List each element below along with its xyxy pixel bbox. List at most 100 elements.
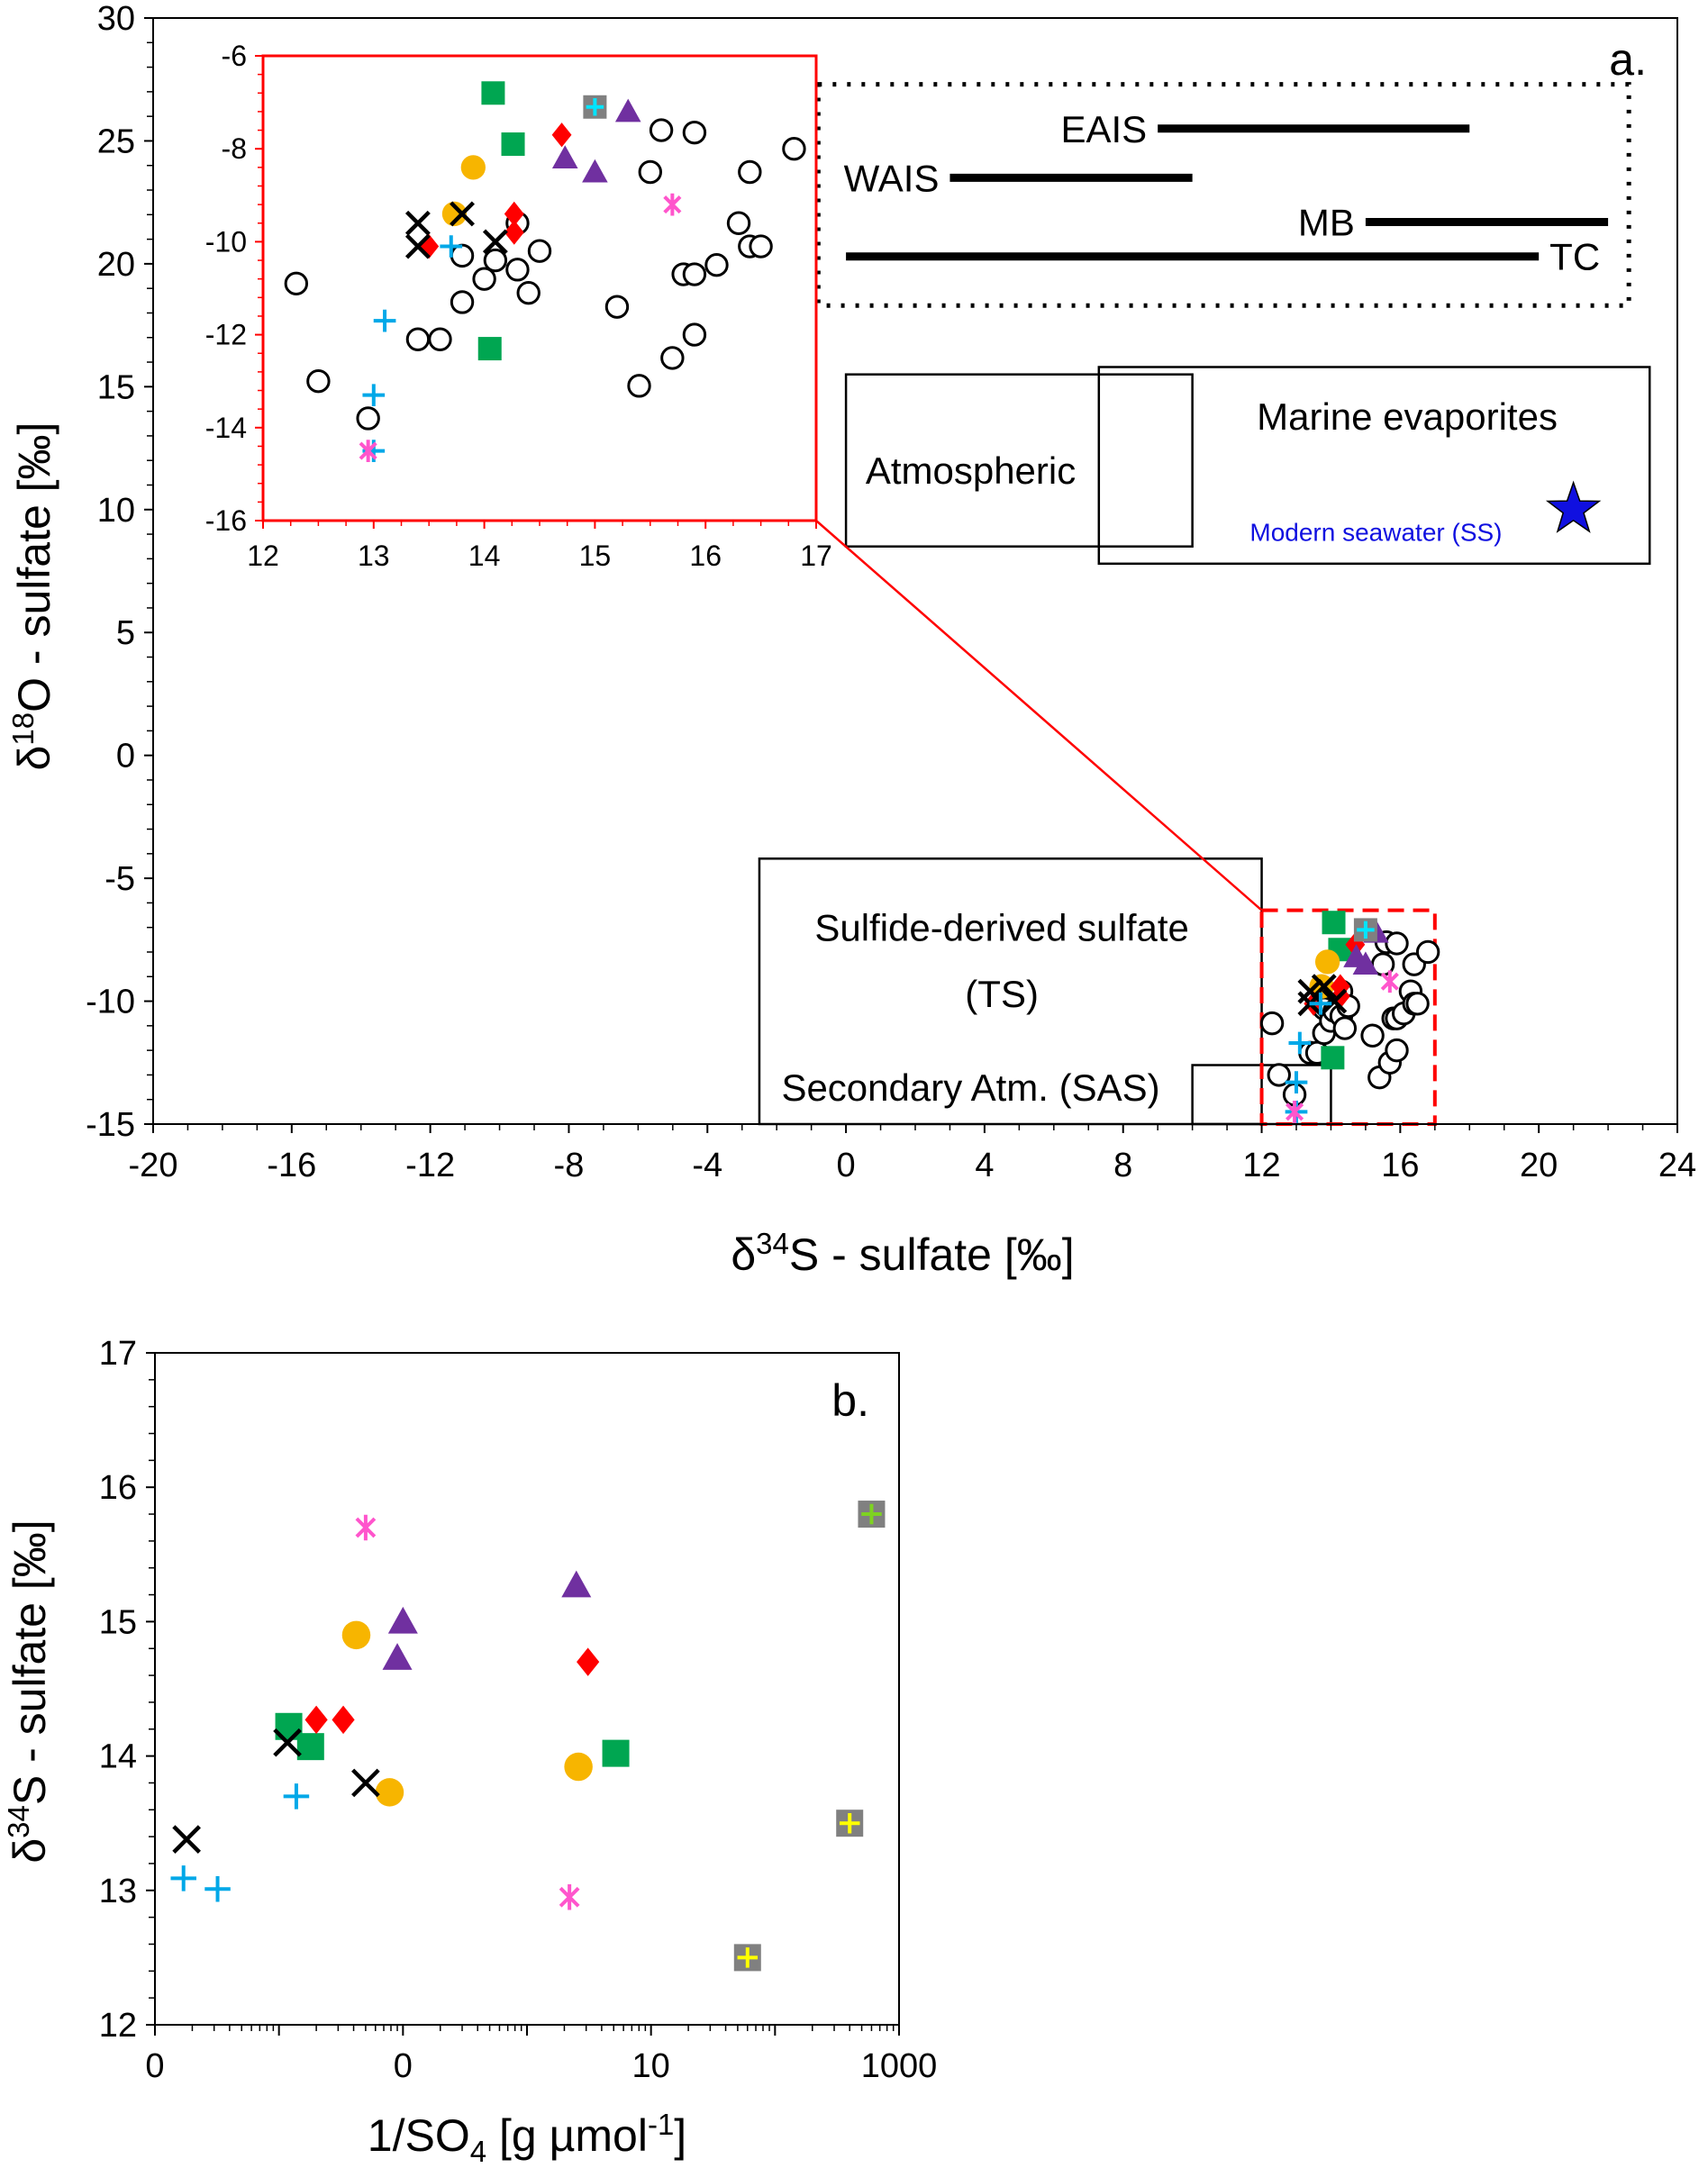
data-point bbox=[450, 243, 475, 268]
data-point bbox=[1357, 921, 1375, 939]
data-point bbox=[441, 201, 468, 227]
panel-a-x-axis-title: δ34S - sulfate [‰] bbox=[731, 1227, 1074, 1280]
panel-a: Atmospheric Marine evaporites Sulfide-deri… bbox=[6, 0, 1696, 1280]
region-label-marine-evaporites: Marine evaporites bbox=[1257, 395, 1558, 438]
data-point bbox=[341, 1620, 371, 1650]
data-point bbox=[861, 1503, 882, 1525]
x-tick-label: -4 bbox=[692, 1147, 722, 1184]
data-point bbox=[660, 346, 685, 370]
data-point bbox=[450, 201, 475, 227]
data-point bbox=[704, 253, 729, 277]
data-point bbox=[1385, 1038, 1409, 1063]
data-point bbox=[527, 239, 552, 263]
data-point bbox=[564, 1752, 593, 1782]
y-tick-label: 16 bbox=[99, 1469, 137, 1507]
data-point bbox=[1380, 970, 1399, 993]
data-point bbox=[682, 322, 707, 347]
data-point bbox=[351, 1768, 380, 1798]
data-point bbox=[1321, 1046, 1345, 1070]
data-point bbox=[481, 81, 505, 105]
data-point bbox=[738, 159, 762, 185]
panel-a-regions: Atmospheric Marine evaporites Sulfide-deri… bbox=[758, 82, 1651, 1126]
inset-y-tick-label: -12 bbox=[205, 319, 247, 351]
y-tick-label: 10 bbox=[97, 492, 135, 530]
inset-x-tick-label: 15 bbox=[579, 540, 612, 572]
data-point bbox=[682, 120, 707, 145]
panel-b-axes: 0 0 10 1000 12 13 14 15 16 17 bbox=[99, 1335, 938, 2085]
range-label-wais: WAIS bbox=[844, 157, 940, 199]
data-point bbox=[362, 384, 386, 407]
data-point bbox=[1285, 1071, 1308, 1093]
data-point bbox=[516, 280, 541, 305]
inset-background bbox=[263, 56, 816, 521]
data-point bbox=[373, 309, 396, 332]
data-point bbox=[204, 1876, 231, 1902]
data-point bbox=[782, 137, 806, 161]
data-point bbox=[627, 374, 651, 398]
data-point bbox=[304, 1705, 328, 1735]
panel-b: 0 0 10 1000 12 13 14 15 16 17 b. 1/SO4 [g µmol-1]… bbox=[2, 1335, 937, 2168]
panel-b-y-axis-title: δ34S - sulfate [‰] bbox=[2, 1519, 55, 1863]
data-point bbox=[283, 1783, 310, 1810]
data-point bbox=[602, 1739, 630, 1767]
y-tick-label: 30 bbox=[97, 0, 135, 38]
panel-b-frame bbox=[154, 1352, 900, 2026]
data-point bbox=[663, 193, 682, 216]
data-point bbox=[273, 1728, 302, 1757]
data-point bbox=[483, 248, 508, 273]
data-point bbox=[737, 1947, 759, 1968]
inset-y-tick-label: -10 bbox=[205, 225, 247, 258]
data-point bbox=[296, 1733, 324, 1761]
data-point bbox=[1322, 988, 1348, 1014]
inset-y-tick-label: -14 bbox=[205, 412, 247, 444]
data-point bbox=[1385, 931, 1409, 956]
y-tick-label: 13 bbox=[99, 1873, 137, 1910]
data-point bbox=[419, 233, 440, 259]
inset-plot: 12 13 14 15 16 17 -16 -14 -12 -10 -8 -6 bbox=[205, 40, 832, 572]
y-tick-label: 17 bbox=[99, 1335, 137, 1373]
x-tick-label: 0 bbox=[837, 1147, 856, 1184]
data-point bbox=[332, 1705, 355, 1735]
x-tick-label: 12 bbox=[1242, 1147, 1280, 1184]
data-point bbox=[726, 211, 751, 235]
data-point bbox=[460, 155, 486, 180]
inset-y-tick-label: -6 bbox=[222, 40, 247, 72]
y-tick-label: 15 bbox=[99, 1603, 137, 1641]
x-tick-label: -12 bbox=[405, 1147, 455, 1184]
data-point bbox=[1360, 1023, 1385, 1048]
data-point bbox=[356, 406, 380, 431]
data-point bbox=[649, 118, 674, 142]
panel-a-axes: -20 -16 -12 -8 -4 0 4 8 12 16 20 24 -15 -10 -5 0 5 10 15 20… bbox=[86, 0, 1696, 1184]
x-tick-label: 0 bbox=[145, 2047, 164, 2085]
zoom-connector-line bbox=[815, 520, 1263, 912]
data-point bbox=[1286, 1101, 1304, 1123]
data-point bbox=[504, 220, 524, 245]
data-point bbox=[359, 440, 377, 462]
data-point bbox=[477, 337, 502, 361]
data-point bbox=[404, 233, 431, 259]
inset-x-tick-label: 17 bbox=[800, 540, 832, 572]
data-point bbox=[501, 132, 525, 157]
data-point bbox=[604, 295, 630, 319]
data-point bbox=[387, 1606, 418, 1634]
data-point bbox=[582, 159, 608, 183]
x-tick-label: -16 bbox=[267, 1147, 316, 1184]
y-tick-label: 0 bbox=[116, 738, 135, 776]
data-point bbox=[404, 210, 431, 236]
region-box bbox=[1097, 366, 1651, 566]
data-point bbox=[1311, 974, 1337, 1000]
data-point bbox=[505, 258, 530, 282]
region-label-sulfide-derived: Sulfide-derived sulfate bbox=[814, 906, 1189, 948]
data-point bbox=[375, 1778, 404, 1807]
data-point bbox=[355, 1514, 377, 1541]
inset-x-tick-label: 16 bbox=[689, 540, 722, 572]
data-point bbox=[551, 122, 572, 148]
data-point bbox=[170, 1865, 196, 1891]
data-point bbox=[450, 290, 475, 314]
panel-b-points bbox=[170, 1501, 886, 1972]
data-point bbox=[382, 1643, 413, 1670]
data-point bbox=[472, 267, 496, 291]
y-tick-label: 25 bbox=[97, 122, 135, 160]
data-point bbox=[440, 235, 463, 258]
